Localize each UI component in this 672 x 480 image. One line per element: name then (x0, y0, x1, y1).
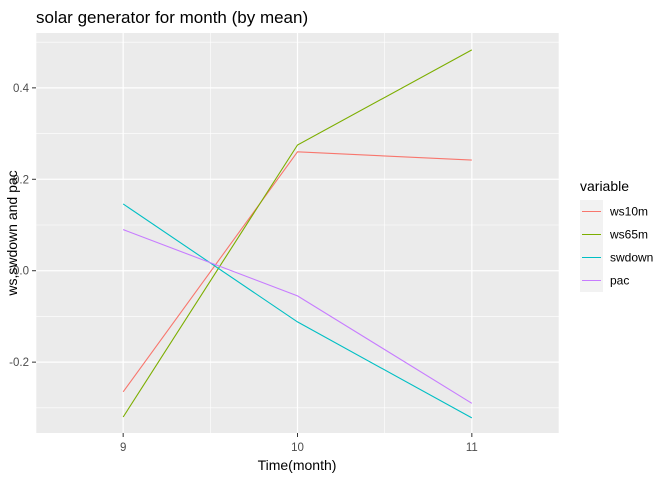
x-tick-label: 11 (466, 442, 478, 454)
series-line-swdown (122, 203, 473, 419)
series-line-pac (122, 229, 473, 404)
legend-label: ws10m (609, 205, 648, 219)
y-axis: -0.2 0.0 0.2 0.4 (9, 83, 36, 369)
series-line-ws65m (122, 49, 473, 418)
x-tick-label: 9 (120, 442, 126, 454)
y-tick-label: 0.4 (13, 83, 30, 95)
y-axis-title: ws,swdown and pac (4, 170, 20, 296)
x-tick-label: 10 (291, 442, 304, 454)
chart-title: solar generator for month (by mean) (36, 8, 308, 27)
major-gridlines (36, 33, 559, 433)
legend-title: variable (580, 178, 629, 194)
legend: variable ws10m ws65m swdown pac (580, 178, 653, 292)
legend-label: pac (610, 274, 629, 288)
y-tick-label: 0.0 (13, 266, 29, 278)
legend-label: swdown (610, 251, 653, 265)
legend-label: ws65m (609, 228, 648, 242)
y-tick-label: -0.2 (9, 357, 29, 369)
x-axis: 9 10 11 (120, 433, 478, 454)
series-lines (122, 49, 473, 419)
y-tick-label: 0.2 (13, 174, 29, 186)
x-axis-title: Time(month) (258, 457, 337, 473)
series-line-ws10m (122, 151, 472, 393)
